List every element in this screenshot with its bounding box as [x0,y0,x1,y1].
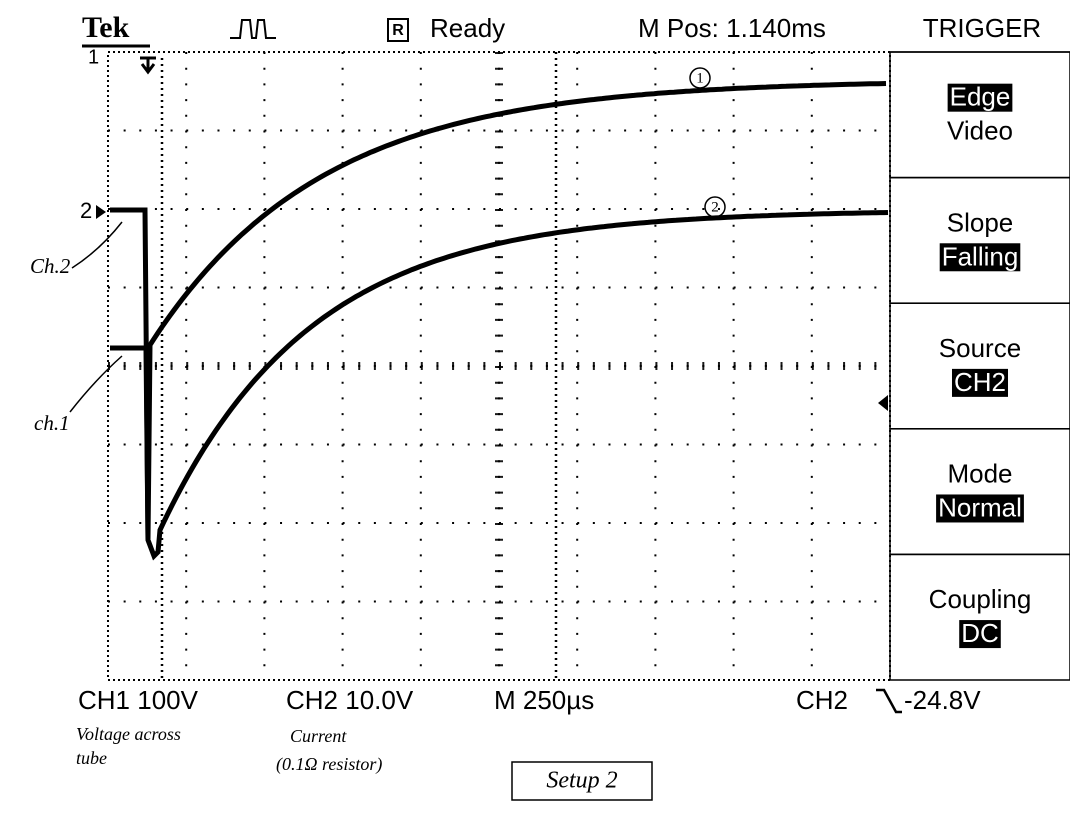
menu-bottom-text: Normal [938,492,1022,522]
ch1-marker: 1 [88,46,99,68]
oscilloscope-screen: Tek R Ready M Pos: 1.140ms TRIGGER 1 2 1… [0,0,1070,814]
menu-top-text: Source [939,333,1021,363]
position: M Pos: 1.140ms [638,13,826,43]
timebase: M 250µs [494,685,594,715]
annotation-ch2: Ch.2 [30,254,71,278]
trace2-label: 2 [711,199,719,215]
annotation-ch1: ch.1 [34,411,70,435]
ch2-scale: CH2 10.0V [286,685,414,715]
annotation-setup: Setup 2 [546,768,617,794]
menu-bottom-text: CH2 [954,367,1006,397]
menu-top-text: Mode [947,458,1012,488]
menu-top-text: Slope [947,207,1014,237]
annotation-ch1-note-line2: tube [76,748,107,768]
ch1-scale: CH1 100V [78,685,199,715]
annotation-ch2-note-line1: Current [290,726,347,746]
menu-bottom-text: Video [947,116,1013,146]
menu-title: TRIGGER [923,13,1041,43]
menu-top-text: Coupling [929,584,1032,614]
annotation-ch1-note-line1: Voltage across [76,724,181,744]
status-icon: R [392,22,404,39]
status: Ready [430,13,505,43]
page: {"header": {"brand": "Tek", "status_icon… [0,0,1070,814]
trigger-level: -24.8V [904,685,981,715]
trace1-label: 1 [696,70,704,86]
annotation-ch2-note-line2: (0.1Ω resistor) [276,754,382,775]
brand: Tek [82,11,130,44]
menu-bottom-text: DC [961,618,999,648]
trigger-source: CH2 [796,685,848,715]
menu-bottom-text: Falling [942,241,1019,271]
menu-top-text: Edge [950,82,1011,112]
ch2-marker: 2 [80,198,92,223]
